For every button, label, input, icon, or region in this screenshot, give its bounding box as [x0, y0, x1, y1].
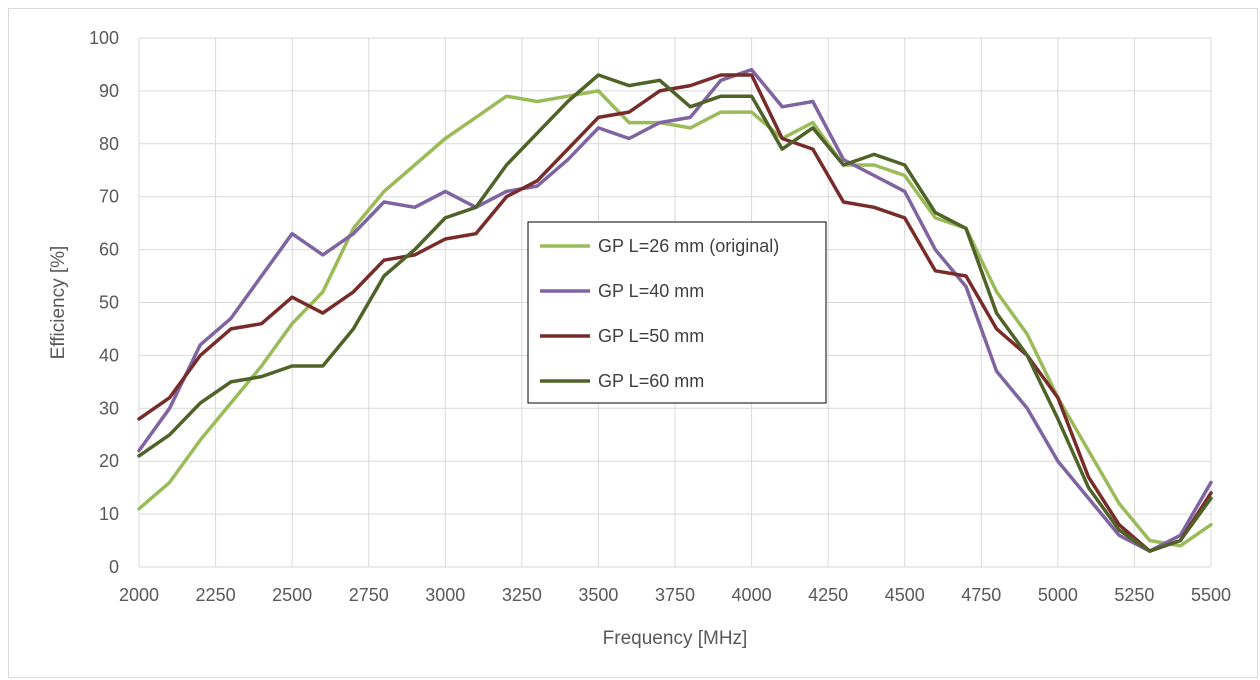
legend-entry-label: GP L=50 mm: [598, 326, 704, 346]
x-tick-label: 4000: [732, 585, 772, 605]
x-axis-title: Frequency [MHz]: [603, 628, 748, 649]
series-line-1: [137, 89, 1213, 548]
x-tick-label: 3500: [578, 585, 618, 605]
legend-entry-label: GP L=26 mm (original): [598, 236, 779, 256]
x-tick-label: 5500: [1191, 585, 1231, 605]
gridlines: [138, 37, 1212, 568]
y-axis-title: Efficiency [%]: [48, 246, 69, 360]
y-tick-labels: 0 10 20 30 40 50 60 70 80 90 100: [89, 28, 119, 577]
y-tick-label: 40: [99, 345, 119, 365]
x-tick-label: 4750: [961, 585, 1001, 605]
y-tick-label: 30: [99, 398, 119, 418]
series-line-4: [137, 73, 1213, 553]
y-tick-label: 60: [99, 240, 119, 260]
x-tick-label: 3000: [425, 585, 465, 605]
legend-entry-label: GP L=60 mm: [598, 371, 704, 391]
legend-entry-label: GP L=40 mm: [598, 281, 704, 301]
x-tick-label: 4500: [885, 585, 925, 605]
x-tick-labels: 2000 2250 2500 2750 3000 3250 3500 3750 4000 4250…: [119, 585, 1231, 605]
x-tick-label: 3250: [502, 585, 542, 605]
x-tick-label: 2750: [349, 585, 389, 605]
y-tick-label: 0: [109, 557, 119, 577]
x-tick-label: 2250: [196, 585, 236, 605]
y-tick-label: 100: [89, 28, 119, 48]
y-tick-label: 10: [99, 504, 119, 524]
x-tick-label: 2500: [272, 585, 312, 605]
y-tick-label: 20: [99, 451, 119, 471]
y-tick-label: 90: [99, 81, 119, 101]
series-line-2: [137, 67, 1213, 553]
y-tick-label: 50: [99, 293, 119, 313]
x-tick-label: 5250: [1114, 585, 1154, 605]
x-tick-label: 4250: [808, 585, 848, 605]
x-tick-label: 3750: [655, 585, 695, 605]
series-lines: [137, 67, 1213, 553]
legend: GP L=26 mm (original) GP L=40 mm GP L=50 m…: [527, 221, 827, 404]
x-tick-label: 2000: [119, 585, 159, 605]
x-tick-label: 5000: [1038, 585, 1078, 605]
legend-box: [527, 221, 827, 404]
y-tick-label: 80: [99, 134, 119, 154]
y-tick-label: 70: [99, 187, 119, 207]
